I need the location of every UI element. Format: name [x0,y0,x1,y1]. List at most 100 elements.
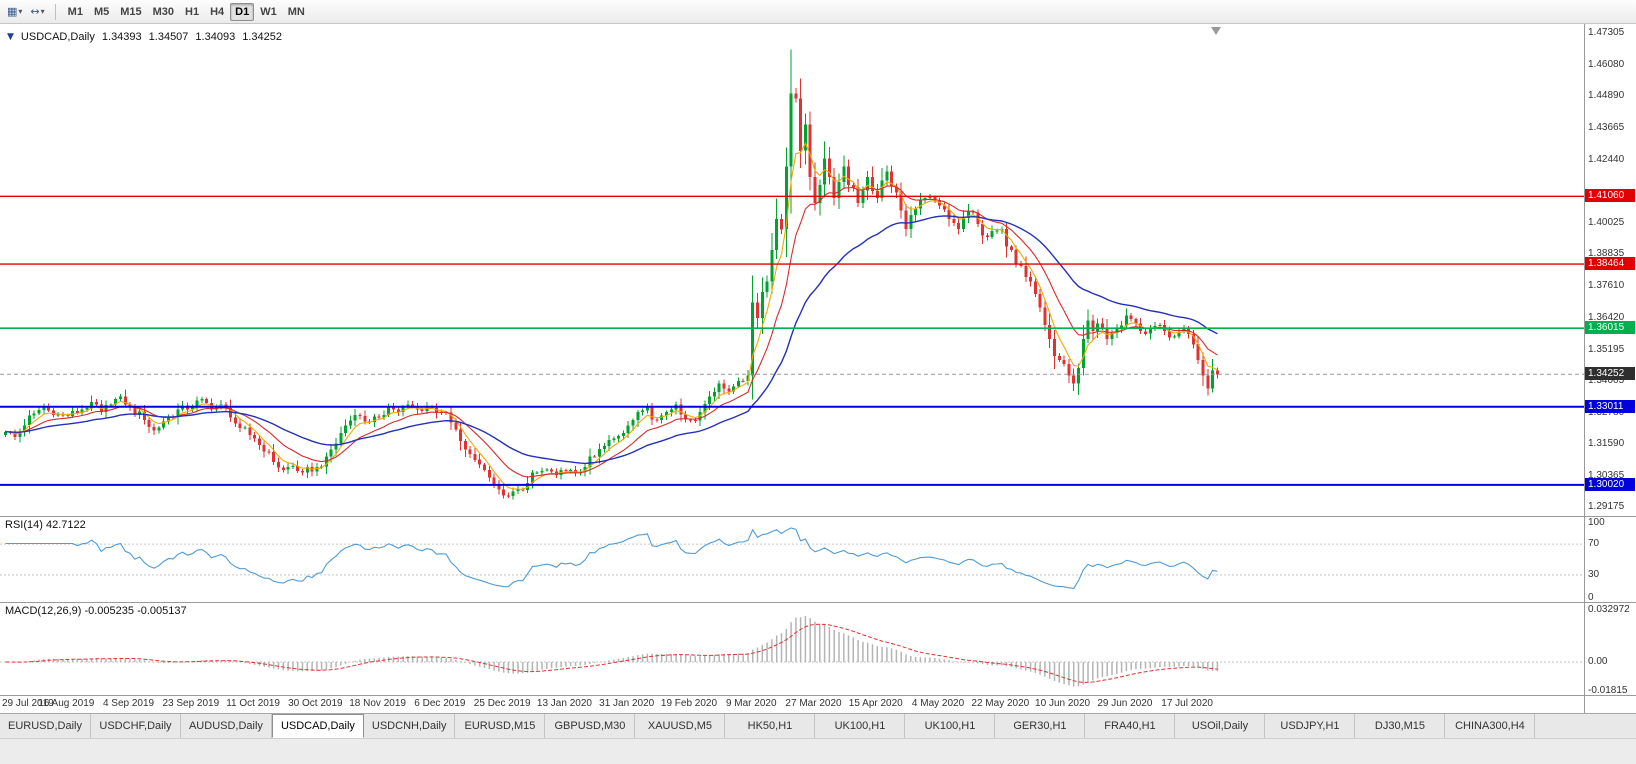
close-value: 1.34252 [242,31,282,43]
profiles-icon: ↔ [30,5,40,18]
chart-icon: ▦ [7,5,18,18]
period-button-m1[interactable]: M1 [67,5,83,18]
price-scale-label: 1.42440 [1588,154,1625,166]
chart-tab-usdjpy-14[interactable]: USDJPY,H1 [1265,714,1356,738]
toolbar-separator [54,3,56,20]
chart-tab-china300-16[interactable]: CHINA300,H4 [1445,714,1536,738]
date-axis-label: 9 Mar 2020 [725,698,777,709]
symbol-label: USDCAD,Daily [20,31,95,43]
date-axis-label: 27 Mar 2020 [785,698,842,709]
price-scale-label: 1.47305 [1588,27,1625,38]
chart-tab-ger30-11[interactable]: GER30,H1 [995,714,1086,738]
chart-tab-usdcad-3[interactable]: USDCAD,Daily [271,714,364,738]
macd-scale-label: 0.032972 [1588,604,1630,615]
chart-profiles-button[interactable]: ↔ ▾ [27,2,47,22]
date-axis-label: 22 May 2020 [971,698,1030,709]
chart-tab-audusd-2[interactable]: AUDUSD,Daily [180,714,272,738]
chevron-down-icon: ▾ [40,7,45,16]
price-scale-label: 1.30365 [1588,469,1625,481]
price-scale-label: 1.38835 [1588,248,1625,260]
date-axis-label: 30 Oct 2019 [288,698,343,709]
period-button-m15[interactable]: M15 [120,5,142,18]
symbol-ohlc-header: ▼ USDCAD,Daily 1.34393 1.34507 1.34093 1… [7,31,282,43]
chart-tab-usdchf-1[interactable]: USDCHF,Daily [90,714,181,738]
macd-scale-label: -0.01815 [1588,685,1628,697]
chart-tab-bar: EURUSD,Daily USDCHF,Daily AUDUSD,Daily USDC… [0,713,1636,738]
chart-tab-uk100-10[interactable]: UK100,H1 [905,714,996,738]
date-axis-label: 16 Aug 2019 [38,698,95,709]
chart-tab-fra40-12[interactable]: FRA40,H1 [1085,714,1176,738]
hline-price-tag[interactable]: 1.38464 [1585,257,1635,271]
rsi-indicator-label: RSI(14) 42.7122 [5,519,86,531]
hline-price-tag[interactable]: 1.36015 [1585,321,1635,335]
hline-price-tag[interactable]: 1.41060 [1585,189,1635,203]
chart-shift-marker[interactable] [1211,27,1221,35]
date-axis-label: 11 Oct 2019 [226,698,280,709]
price-scale-label: 1.46080 [1588,59,1625,71]
date-axis-label: 4 Sep 2019 [102,698,155,709]
price-scale-label: 1.44890 [1588,90,1625,102]
status-strip [0,738,1636,764]
macd-scale-label: 0.00 [1588,656,1608,667]
open-value: 1.34393 [101,31,142,43]
low-value: 1.34093 [195,31,236,43]
date-axis-label: 29 Jun 2020 [1097,698,1153,709]
chart-tab-hk50-8[interactable]: HK50,H1 [725,714,816,738]
date-axis-label: 6 Dec 2019 [414,698,466,709]
date-axis-label: 13 Jan 2020 [536,698,592,709]
price-scale-label: 1.36420 [1588,311,1625,323]
chart-tab-usoil-13[interactable]: USOil,Daily [1175,714,1266,738]
date-axis-label: 10 Jun 2020 [1035,698,1091,709]
rsi-scale-label: 70 [1588,538,1600,550]
rsi-line [5,527,1218,589]
date-axis-label: 31 Jan 2020 [599,698,655,709]
period-button-m30[interactable]: M30 [152,5,175,18]
date-axis-label: 18 Nov 2019 [349,698,406,709]
price-scale-label: 1.43665 [1588,122,1625,134]
period-button-m5[interactable]: M5 [93,5,110,18]
ma-slow-line [5,215,1218,465]
date-axis-label: 23 Sep 2019 [162,698,220,709]
rsi-scale-label: 30 [1588,568,1600,580]
rsi-scale-label: 0 [1588,592,1594,603]
chart-tab-xauusd-7[interactable]: XAUUSD,M5 [635,714,726,738]
hline-price-tag[interactable]: 1.33011 [1585,399,1635,413]
date-axis-label: 29 Jul 2019 [2,698,54,709]
chart-tab-uk100-9[interactable]: UK100,H1 [815,714,906,738]
period-button-w1[interactable]: W1 [260,5,277,18]
date-axis-label: 25 Dec 2019 [473,698,531,709]
price-scale-label: 1.40025 [1588,217,1625,229]
hline-price-tag[interactable]: 1.30020 [1585,477,1635,491]
timeframe-toolbar: ▦ ▾ ↔ ▾ M1 M5 M15 M30 H1 H4 D1 W1 MN [0,0,1636,24]
chart-context-icon[interactable]: ▼ [7,32,14,42]
macd-signal-line [5,623,1218,683]
date-axis-label: 19 Feb 2020 [660,698,718,709]
price-scale-label: 1.31590 [1588,437,1625,449]
date-axis-label: 15 Apr 2020 [848,698,903,709]
ma-mid-line [5,185,1218,478]
period-button-d1[interactable]: D1 [230,2,255,21]
current-price-tag: 1.34252 [1585,367,1635,381]
price-scale-label: 1.29175 [1588,500,1625,512]
period-button-h4[interactable]: H4 [210,5,225,18]
price-scale-label: 1.35195 [1588,343,1625,355]
chart-tab-eurusd-5[interactable]: EURUSD,M15 [455,714,546,738]
chart-tab-usdcnh-4[interactable]: USDCNH,Daily [363,714,456,738]
ma-fast-line [5,142,1218,490]
high-value: 1.34507 [148,31,189,43]
period-button-h1[interactable]: H1 [185,5,200,18]
date-axis-label: 4 May 2020 [911,698,965,709]
date-axis-label: 17 Jul 2020 [1161,698,1213,709]
chart-tab-gbpusd-6[interactable]: GBPUSD,M30 [545,714,636,738]
period-button-mn[interactable]: MN [287,5,305,18]
price-scale-label: 1.37610 [1588,280,1625,292]
macd-indicator-label: MACD(12,26,9) -0.005235 -0.005137 [5,605,187,617]
chart-tab-dj30-15[interactable]: DJ30,M15 [1355,714,1446,738]
period-button-group: M1 M5 M15 M30 H1 H4 D1 W1 MN [63,2,310,21]
new-chart-button[interactable]: ▦ ▾ [4,2,25,22]
chart-tab-eurusd-0[interactable]: EURUSD,Daily [0,714,91,738]
chevron-down-icon: ▾ [18,7,23,16]
